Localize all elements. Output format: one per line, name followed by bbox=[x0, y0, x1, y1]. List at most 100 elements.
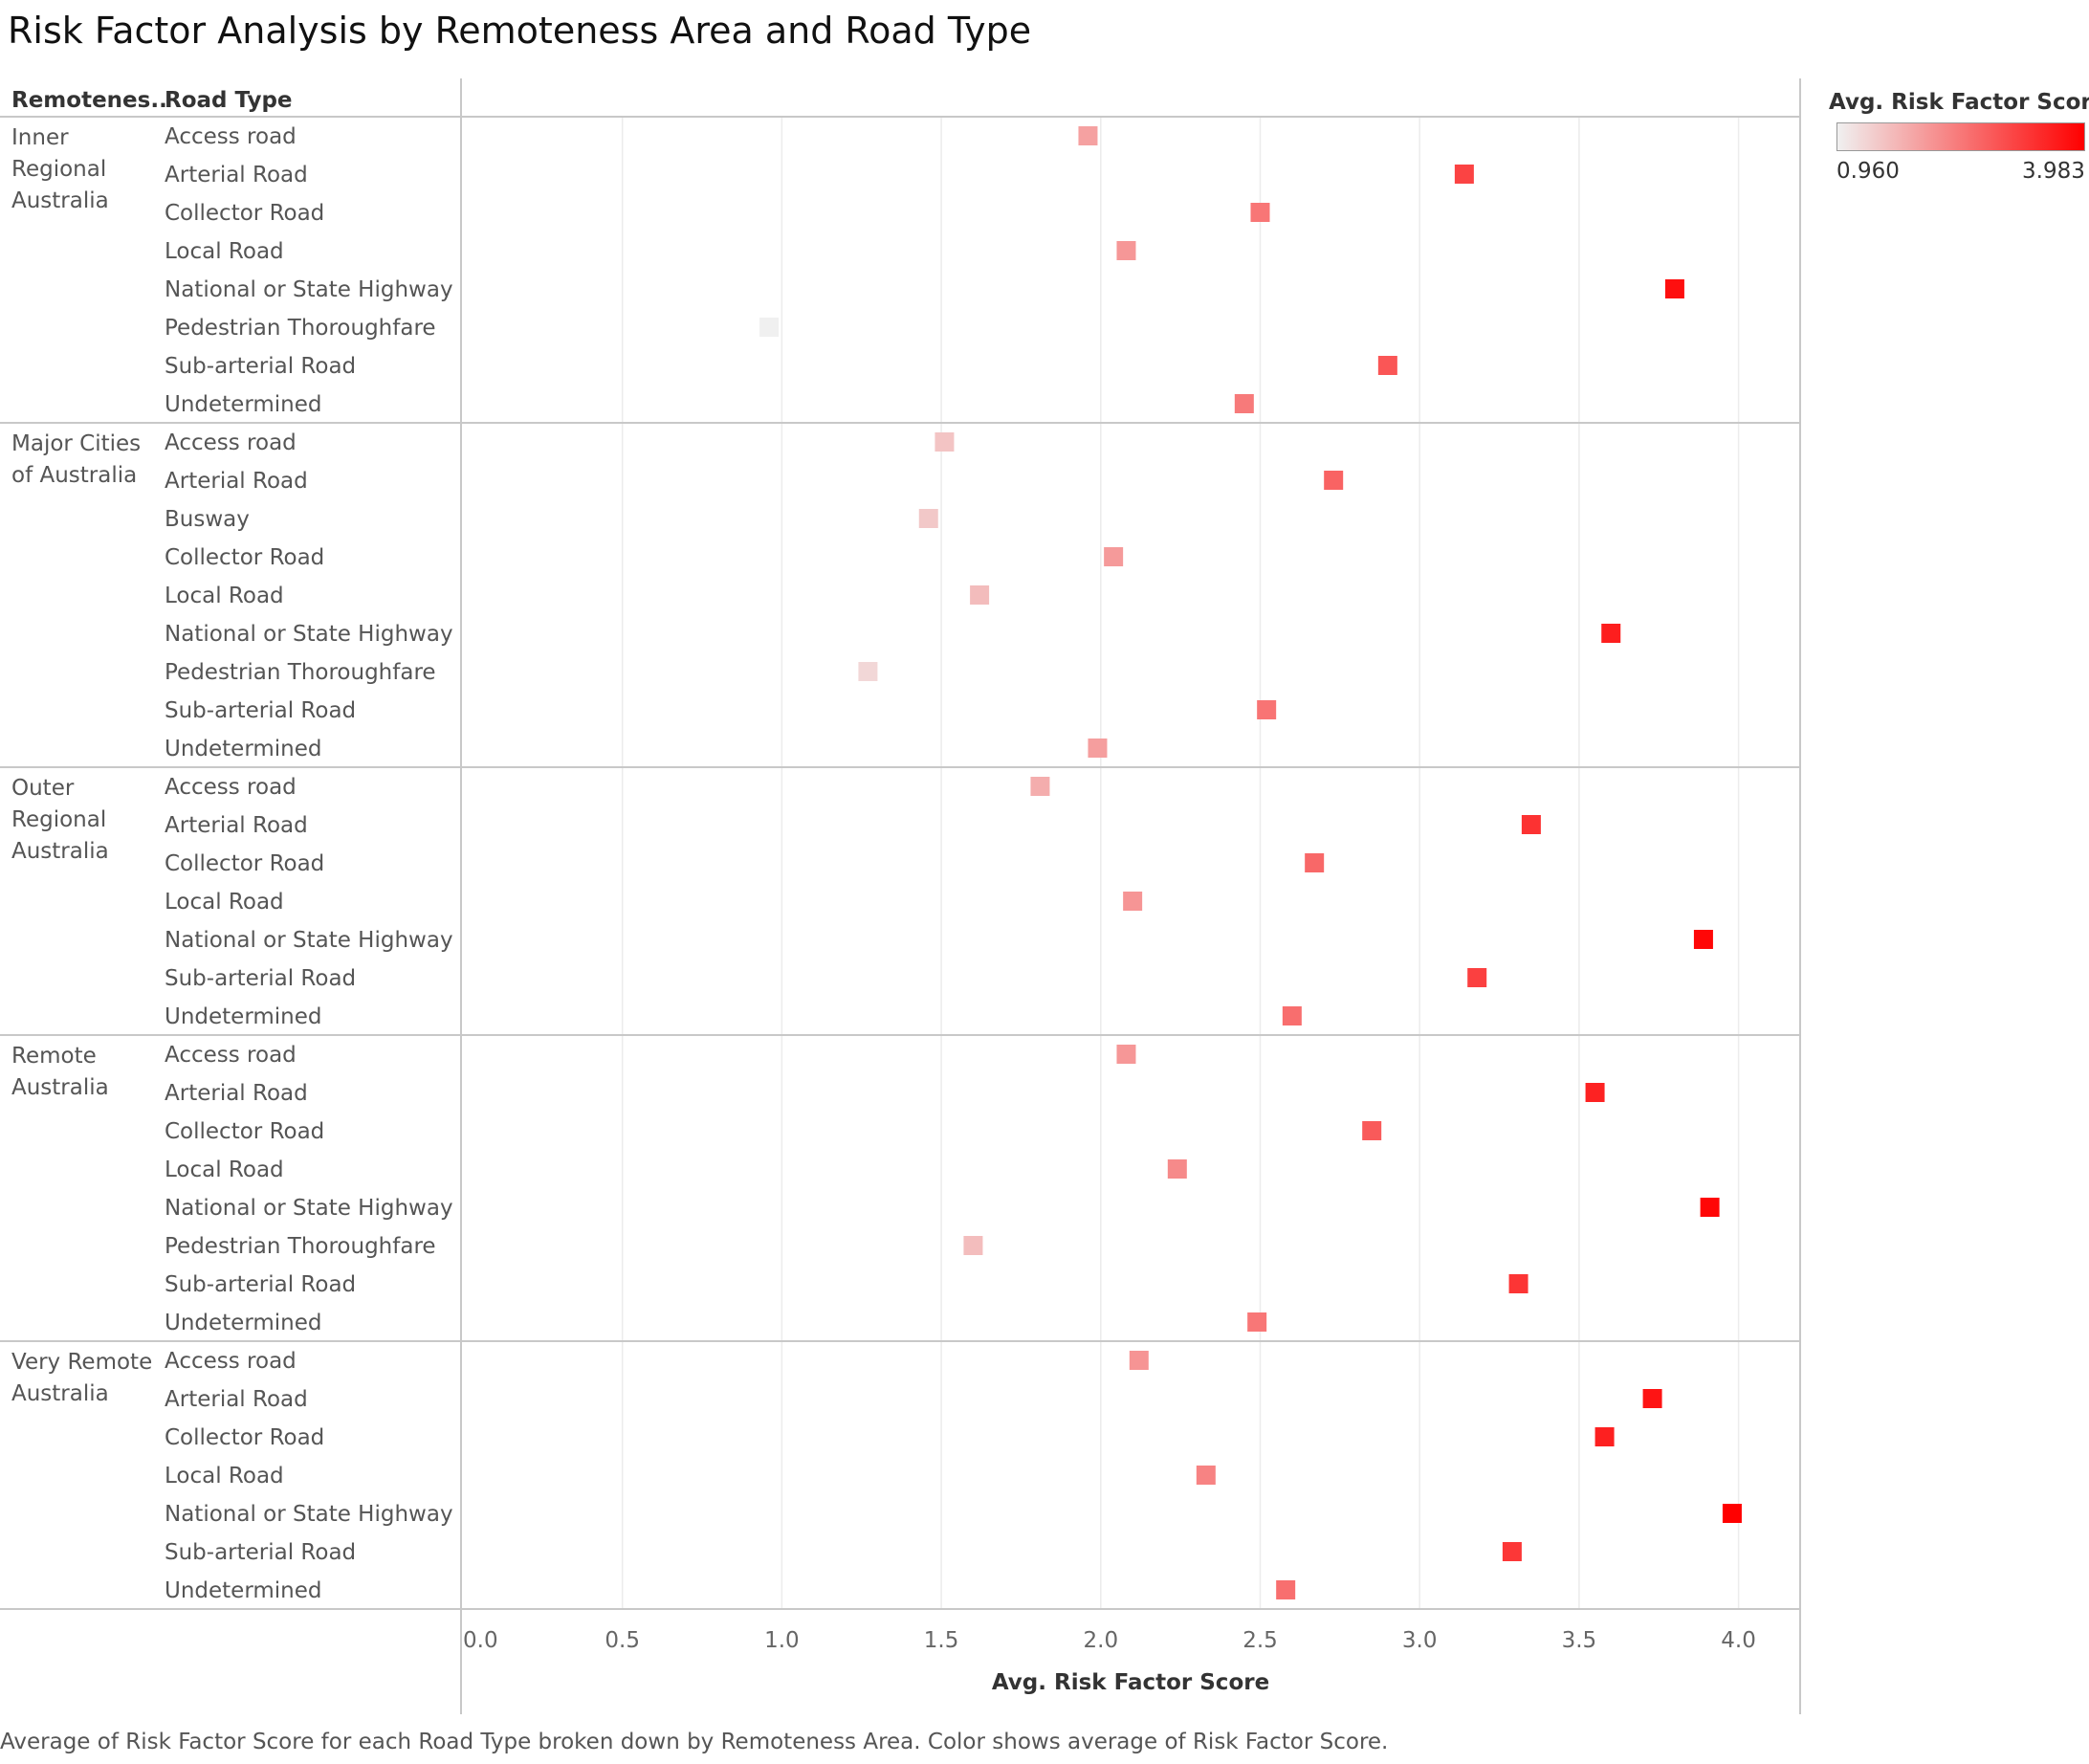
data-point-square[interactable] bbox=[1196, 1466, 1216, 1485]
data-point-square[interactable] bbox=[1700, 1198, 1720, 1217]
remoteness-area-label: Outer bbox=[11, 776, 75, 801]
x-tick-label: 0.5 bbox=[605, 1628, 640, 1653]
data-point-square[interactable] bbox=[1362, 1121, 1382, 1140]
road-type-label: Pedestrian Thoroughfare bbox=[165, 316, 436, 341]
x-axis-title: Avg. Risk Factor Score bbox=[992, 1670, 1269, 1695]
chart-caption: Average of Risk Factor Score for each Ro… bbox=[0, 1730, 1389, 1754]
data-point-square[interactable] bbox=[1129, 1351, 1149, 1370]
x-tick-label: 1.0 bbox=[764, 1628, 800, 1653]
data-point-square[interactable] bbox=[1722, 1504, 1742, 1523]
road-type-label: Arterial Road bbox=[165, 1081, 308, 1106]
x-tick-label: 1.5 bbox=[924, 1628, 959, 1653]
x-tick-label: 4.0 bbox=[1721, 1628, 1756, 1653]
road-type-label: Local Road bbox=[165, 1158, 284, 1182]
remoteness-column-header[interactable]: Remotenes.. bbox=[11, 88, 167, 113]
road-type-label: Pedestrian Thoroughfare bbox=[165, 660, 436, 685]
data-point-square[interactable] bbox=[935, 432, 955, 452]
road-type-label: Local Road bbox=[165, 890, 284, 915]
legend-min-label: 0.960 bbox=[1836, 159, 1900, 184]
data-point-square[interactable] bbox=[1276, 1580, 1296, 1599]
data-point-square[interactable] bbox=[1601, 624, 1621, 643]
x-tick-label: 0.0 bbox=[463, 1628, 498, 1653]
road-type-label: Undetermined bbox=[165, 392, 322, 417]
remoteness-area-label: Australia bbox=[11, 1381, 109, 1406]
x-tick-label: 3.0 bbox=[1402, 1628, 1438, 1653]
x-tick-label: 2.0 bbox=[1084, 1628, 1119, 1653]
road-type-label: Arterial Road bbox=[165, 163, 308, 187]
road-type-label: Undetermined bbox=[165, 737, 322, 761]
remoteness-area-label: Australia bbox=[11, 188, 109, 213]
remoteness-area-label: Australia bbox=[11, 839, 109, 864]
data-point-square[interactable] bbox=[1116, 241, 1136, 260]
data-point-square[interactable] bbox=[1508, 1274, 1528, 1293]
data-point-square[interactable] bbox=[1305, 853, 1325, 872]
road-type-label: National or State Highway bbox=[165, 1502, 453, 1527]
data-point-square[interactable] bbox=[1234, 394, 1254, 413]
road-type-label: Collector Road bbox=[165, 545, 324, 570]
road-type-label: National or State Highway bbox=[165, 1196, 453, 1221]
road-type-label: Busway bbox=[165, 507, 250, 532]
road-type-label: Collector Road bbox=[165, 1119, 324, 1144]
road-type-label: Access road bbox=[165, 1043, 297, 1068]
legend-max-label: 3.983 bbox=[2022, 159, 2085, 184]
data-point-square[interactable] bbox=[1116, 1045, 1136, 1064]
x-tick-label: 2.5 bbox=[1242, 1628, 1278, 1653]
road-type-label: Sub-arterial Road bbox=[165, 966, 356, 991]
data-point-square[interactable] bbox=[1250, 203, 1270, 222]
data-point-square[interactable] bbox=[1088, 739, 1108, 758]
data-point-square[interactable] bbox=[1324, 471, 1344, 490]
data-point-square[interactable] bbox=[1377, 356, 1397, 375]
risk-factor-chart: Inner Regional Australia Access road Arteria… bbox=[0, 78, 1801, 1714]
color-legend-gradient[interactable] bbox=[1836, 122, 2085, 151]
data-point-square[interactable] bbox=[1521, 815, 1541, 834]
road-type-label: Access road bbox=[165, 430, 297, 455]
road-type-label: Pedestrian Thoroughfare bbox=[165, 1234, 436, 1259]
data-point-square[interactable] bbox=[1167, 1159, 1187, 1179]
road-type-label: Access road bbox=[165, 124, 297, 149]
data-point-square[interactable] bbox=[1664, 279, 1684, 298]
data-point-square[interactable] bbox=[1454, 165, 1474, 184]
x-tick-label: 3.5 bbox=[1562, 1628, 1597, 1653]
road-type-label: Arterial Road bbox=[165, 1387, 308, 1412]
data-point-square[interactable] bbox=[1502, 1542, 1522, 1561]
data-point-square[interactable] bbox=[1247, 1312, 1267, 1332]
data-point-square[interactable] bbox=[1030, 777, 1050, 796]
road-type-label: Local Road bbox=[165, 1464, 284, 1488]
data-point-square[interactable] bbox=[759, 318, 780, 337]
road-type-label: Access road bbox=[165, 1349, 297, 1374]
data-point-square[interactable] bbox=[1585, 1083, 1605, 1102]
data-point-square[interactable] bbox=[1467, 968, 1487, 987]
road-type-label: Undetermined bbox=[165, 1004, 322, 1029]
road-type-column-header[interactable]: Road Type bbox=[165, 88, 293, 113]
data-point-square[interactable] bbox=[1078, 126, 1098, 145]
road-type-label: Collector Road bbox=[165, 851, 324, 876]
data-point-square[interactable] bbox=[970, 585, 990, 605]
remoteness-area-label: Very Remote bbox=[11, 1350, 152, 1375]
data-point-square[interactable] bbox=[1693, 930, 1713, 949]
data-point-square[interactable] bbox=[1282, 1006, 1302, 1025]
road-type-label: Sub-arterial Road bbox=[165, 1540, 356, 1565]
remoteness-area-label: Regional bbox=[11, 807, 106, 832]
legend-title: Avg. Risk Factor Score bbox=[1829, 90, 2089, 115]
chart-title: Risk Factor Analysis by Remoteness Area … bbox=[8, 10, 1032, 52]
data-point-square[interactable] bbox=[963, 1236, 983, 1255]
data-point-square[interactable] bbox=[1594, 1427, 1615, 1446]
road-type-label: National or State Highway bbox=[165, 277, 453, 302]
remoteness-area-label: Remote bbox=[11, 1044, 97, 1069]
road-type-label: Access road bbox=[165, 775, 297, 800]
remoteness-area-label: of Australia bbox=[11, 463, 137, 488]
road-type-label: Sub-arterial Road bbox=[165, 698, 356, 723]
data-point-square[interactable] bbox=[1123, 892, 1143, 911]
remoteness-area-label: Regional bbox=[11, 157, 106, 182]
road-type-label: Sub-arterial Road bbox=[165, 1272, 356, 1297]
road-type-label: Sub-arterial Road bbox=[165, 354, 356, 379]
remoteness-area-label: Inner bbox=[11, 125, 69, 150]
road-type-label: National or State Highway bbox=[165, 622, 453, 647]
road-type-label: Arterial Road bbox=[165, 813, 308, 838]
road-type-label: Arterial Road bbox=[165, 469, 308, 494]
data-point-square[interactable] bbox=[1642, 1389, 1662, 1408]
data-point-square[interactable] bbox=[1104, 547, 1124, 566]
data-point-square[interactable] bbox=[858, 662, 878, 681]
data-point-square[interactable] bbox=[1257, 700, 1277, 719]
data-point-square[interactable] bbox=[918, 509, 938, 528]
